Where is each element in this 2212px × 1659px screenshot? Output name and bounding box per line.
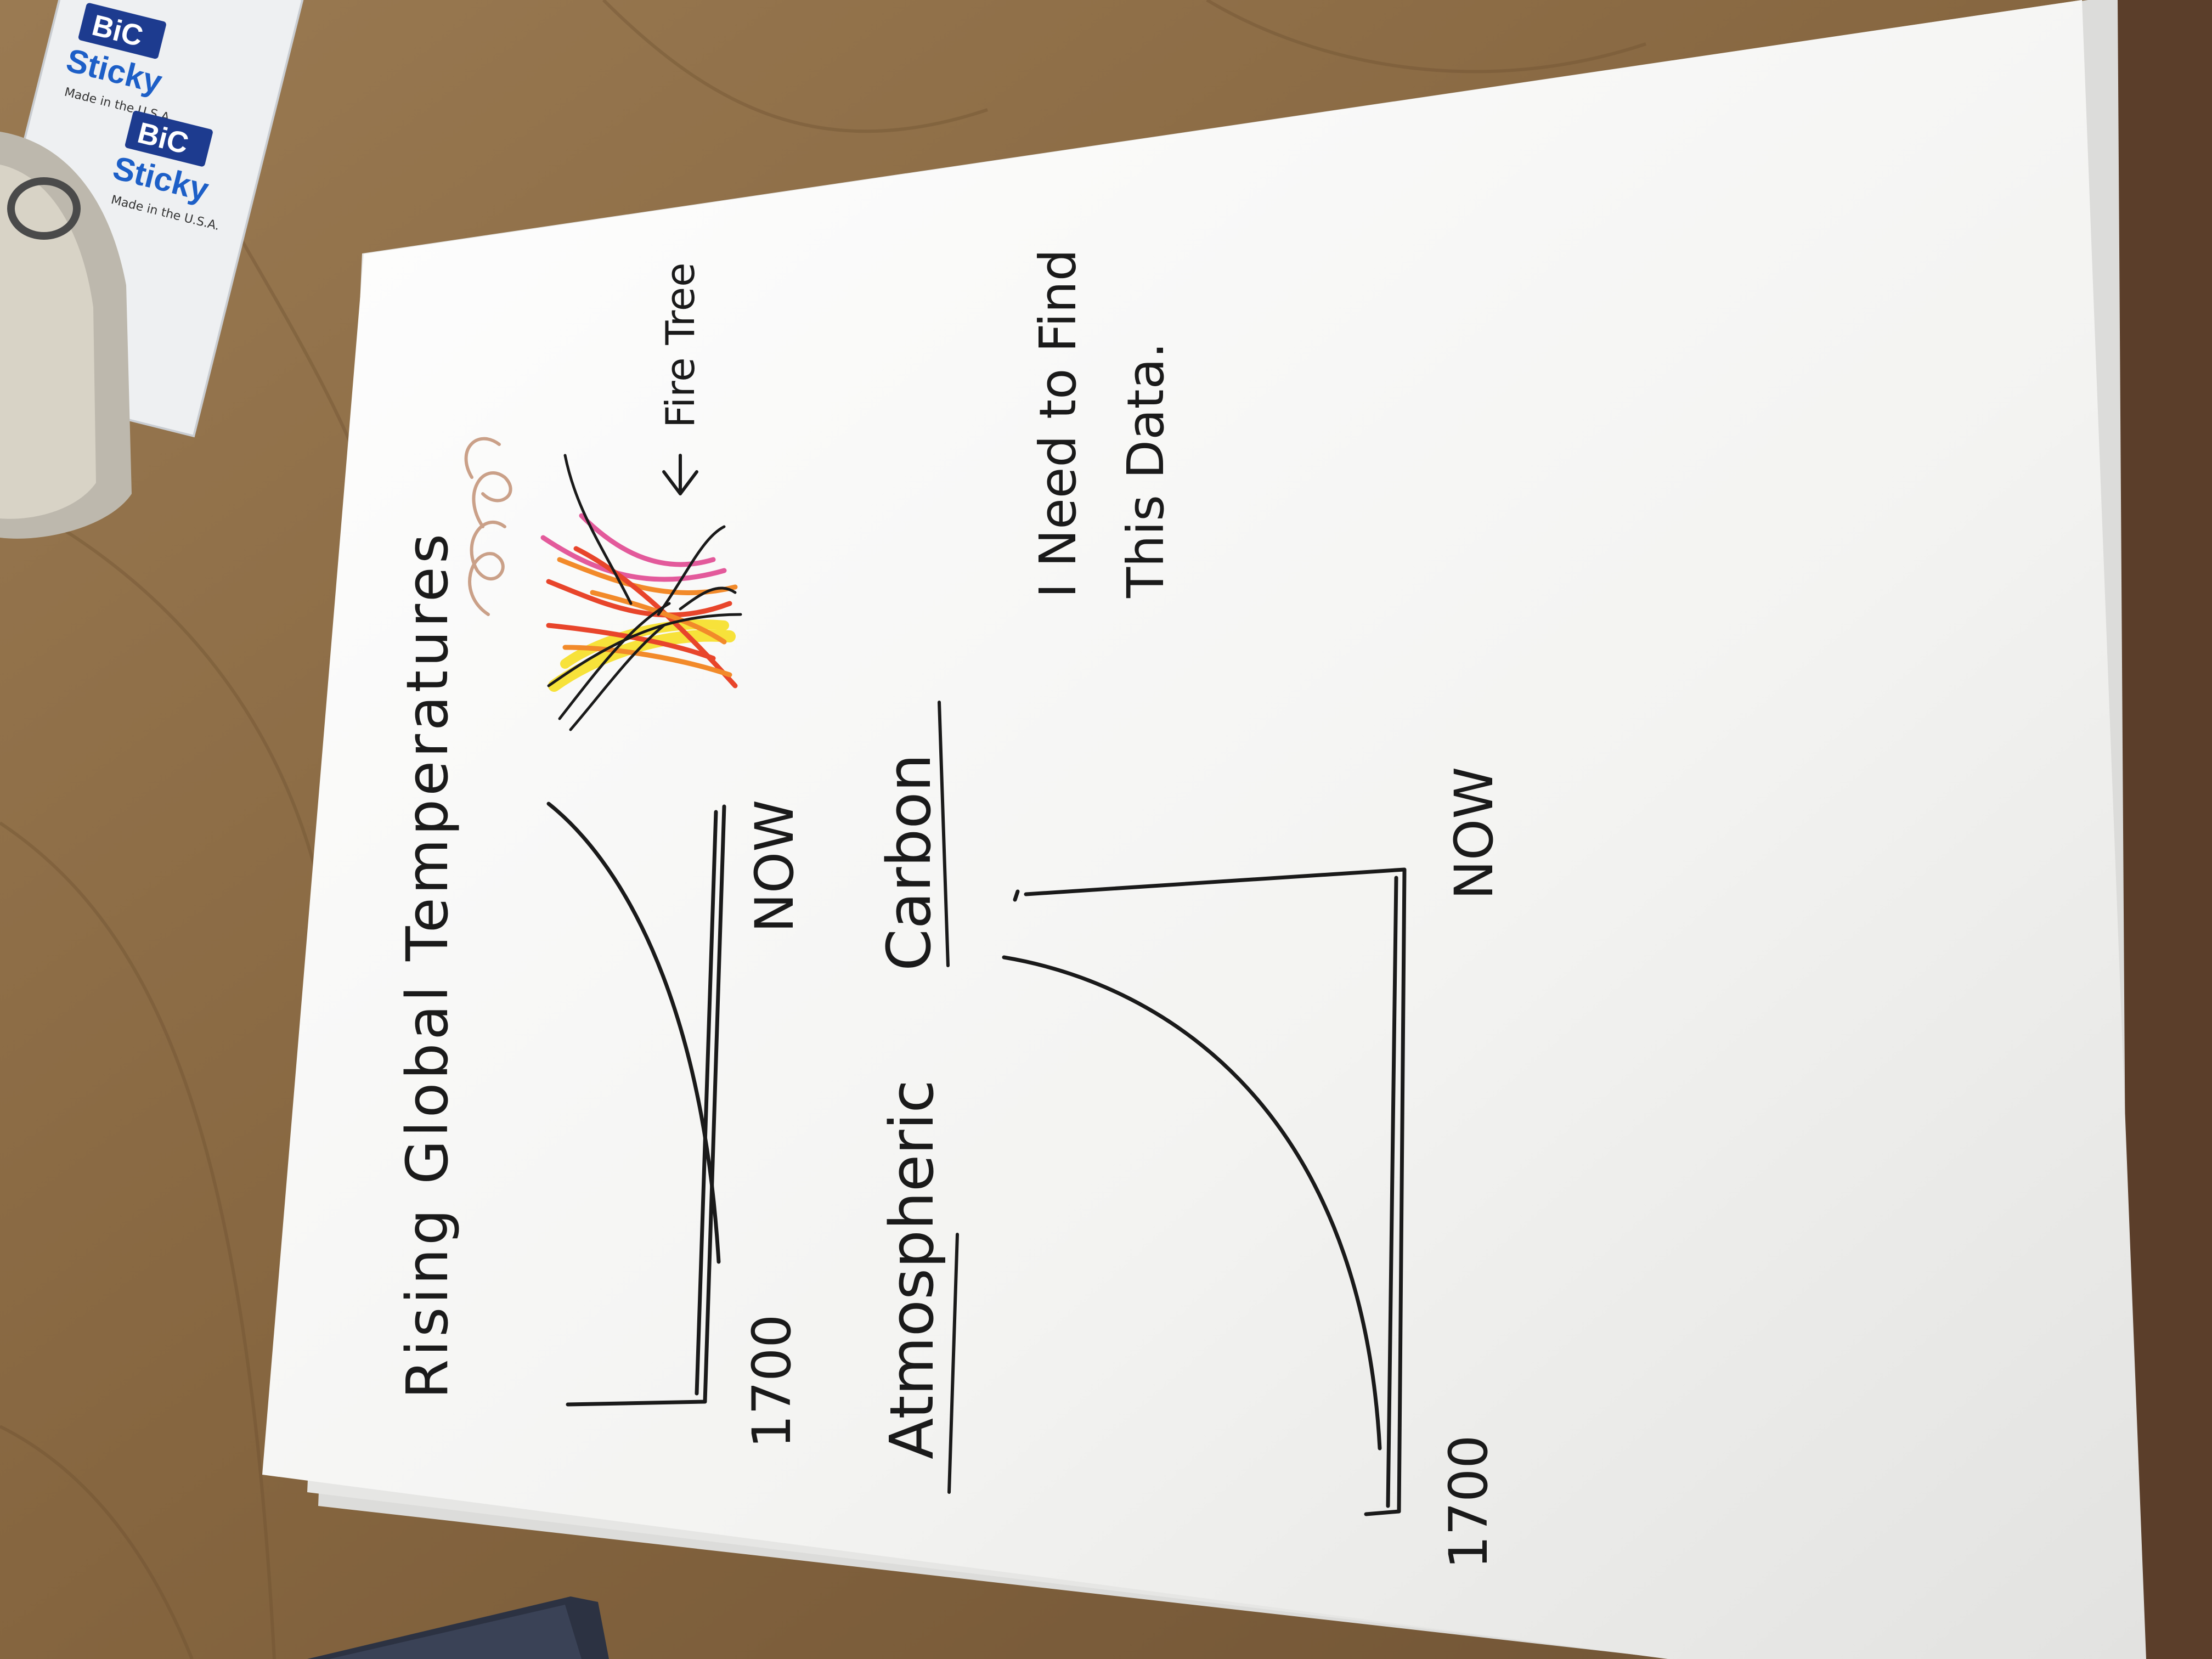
- chart1-axis-double: [695, 810, 718, 1396]
- chart1-axis: [566, 804, 726, 1407]
- chart2-axis: [1024, 867, 1407, 1516]
- fire-tree-label: Fire Tree: [657, 263, 703, 428]
- chart-1: [546, 802, 726, 1407]
- fire-tree-drawing: [540, 454, 742, 731]
- chart1-x-end-label: NOW: [744, 800, 805, 933]
- chart2-x-end-label: NOW: [1443, 767, 1505, 900]
- note-line-2: This Data.: [1116, 342, 1175, 599]
- phone: [307, 1596, 609, 1659]
- chart2-top-mark: [1013, 889, 1020, 902]
- chart2-x-start-label: 1700: [1438, 1435, 1499, 1569]
- chart2-axis-double: [1386, 876, 1398, 1508]
- smoke-scribble: [464, 437, 512, 616]
- chart1-curve: [546, 802, 721, 1264]
- chart2-curve: [1002, 955, 1382, 1451]
- note-line-1: I Need to Find: [1029, 249, 1087, 598]
- section2-title-part2: Carbon: [874, 754, 944, 971]
- page-title: Rising Global Temperatures: [394, 531, 461, 1399]
- section2-underline-2: [938, 701, 950, 967]
- paper-sheet: [262, 0, 2146, 1659]
- section2-underline-1: [947, 1233, 959, 1494]
- metal-mug: [0, 132, 132, 539]
- chart1-x-start-label: 1700: [741, 1314, 803, 1448]
- sheet-content: Rising Global Temperatures 1700 NOW Atmo…: [394, 249, 1505, 1569]
- arrow-icon: [662, 454, 698, 495]
- section2-title-part1: Atmospheric: [877, 1080, 947, 1459]
- chart-2: [1002, 867, 1407, 1516]
